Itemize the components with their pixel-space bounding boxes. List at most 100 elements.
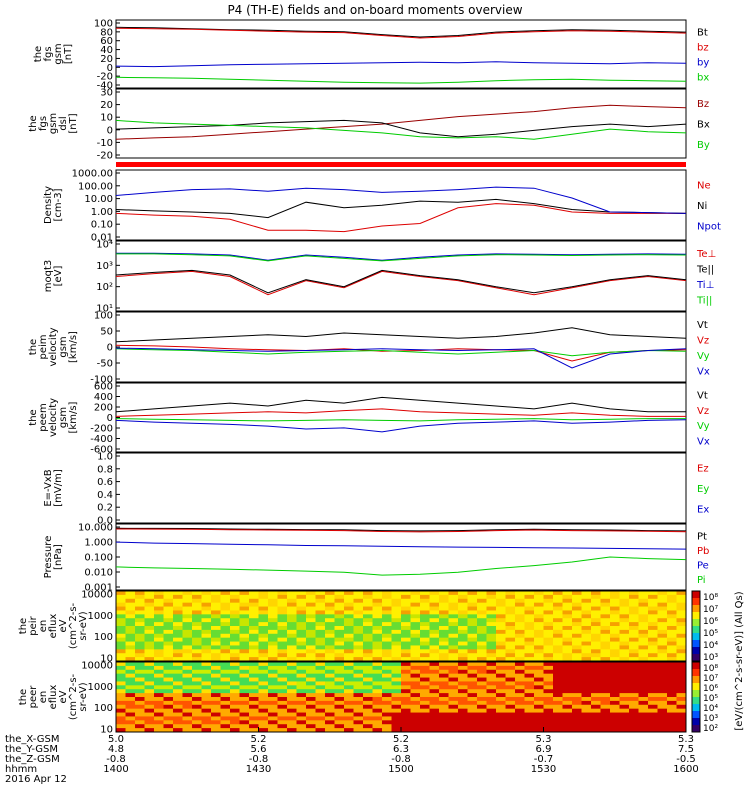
heatmap-cell [220,653,231,658]
heatmap-cell [239,716,250,721]
heatmap-cell [116,657,126,662]
heatmap-cell [116,712,126,717]
heatmap-cell [287,685,297,690]
heatmap-cell [173,637,183,643]
heatmap-cell [163,602,174,608]
y-tick-label: -20 [97,72,113,83]
heatmap-cell [363,591,373,596]
heatmap-cell [315,716,326,721]
heatmap-cell [287,700,297,706]
heatmap-cell [524,626,535,631]
heatmap-cell [116,591,126,596]
heatmap-cell [638,649,649,654]
heatmap-cell [600,669,611,675]
heatmap-cell [125,693,136,698]
y-tick-label: 10.00 [84,194,113,205]
heatmap-cell [182,704,193,710]
heatmap-cell [562,700,573,706]
heatmap-cell [562,689,573,694]
heatmap-cell [486,598,497,604]
heatmap-cell [154,618,164,623]
y-tick-label: 1000 [88,682,113,693]
heatmap-cell [562,637,573,643]
heatmap-cell [496,626,506,631]
heatmap-cell [258,708,269,714]
series-line-1 [115,198,687,219]
heatmap-cell [182,685,193,690]
legend-label: Npot [697,222,721,233]
series-line-2 [115,418,686,422]
heatmap-cell [534,681,544,686]
heatmap-cell [382,716,392,721]
heatmap-cell [144,645,155,650]
heatmap-cell [230,704,240,710]
heatmap-cell [477,700,487,706]
heatmap-cell [154,606,164,611]
heatmap-cell [543,618,554,623]
y-tick-label: -100 [90,375,113,386]
heatmap-cell [258,681,269,686]
heatmap-cell [467,728,478,733]
heatmap-cell [334,716,345,721]
heatmap-cell [591,633,601,639]
heatmap-cell [562,708,573,714]
heatmap-cell [201,700,212,706]
heatmap-cell [116,669,126,675]
heatmap-cell [116,626,126,631]
heatmap-cell [505,610,516,615]
heatmap-cell [524,610,535,615]
heatmap-cell [467,697,478,702]
heatmap-cell [220,591,231,596]
heatmap-cell [220,716,231,721]
heatmap-cell [230,649,240,654]
series-line-1 [115,528,687,533]
heatmap-cell [524,645,535,650]
heatmap-cell [581,700,592,706]
heatmap-cell [201,633,212,639]
heatmap-cell [524,598,535,604]
heatmap-cell [287,641,297,646]
heatmap-cell [410,606,421,611]
heatmap-cell [629,657,639,662]
heatmap-cell [439,685,449,690]
heatmap-cell [268,662,278,667]
heatmap-cell [420,693,430,698]
heatmap-cell [648,669,658,675]
heatmap-cell [515,594,525,600]
heatmap-cell [230,728,240,733]
heatmap-cell [154,673,164,679]
heatmap-cell [420,681,430,686]
heatmap-cell [277,720,288,725]
heatmap-cell [363,610,373,615]
heatmap-cell [296,618,307,623]
heatmap-cell [173,700,183,706]
heatmap-cell [657,626,668,631]
heatmap-cell [600,645,611,650]
y-axis-label: E=-VxB [43,469,54,506]
heatmap-cell [534,614,544,619]
heatmap-cell [372,602,383,608]
colorbar-swatch [692,662,700,670]
heatmap-cell [619,653,630,658]
heatmap-cell [116,602,126,608]
heatmap-cell [629,704,639,710]
heatmap-cell [429,626,440,631]
heatmap-cell [572,662,582,667]
heatmap-cell [125,669,136,675]
y-axis-label: velocity [48,398,59,437]
heatmap-cell [515,700,525,706]
heatmap-cell [420,633,430,639]
heatmap-cell [239,685,250,690]
heatmap-cell [534,618,544,623]
heatmap-cell [619,633,630,639]
heatmap-cell [144,622,155,627]
heatmap-cell [344,641,354,646]
heatmap-cell [496,594,506,600]
heatmap-cell [591,653,601,658]
heatmap-cell [420,720,430,725]
heatmap-cell [667,641,677,646]
heatmap-cell [372,689,383,694]
heatmap-cell [591,697,601,702]
heatmap-cell [182,649,193,654]
